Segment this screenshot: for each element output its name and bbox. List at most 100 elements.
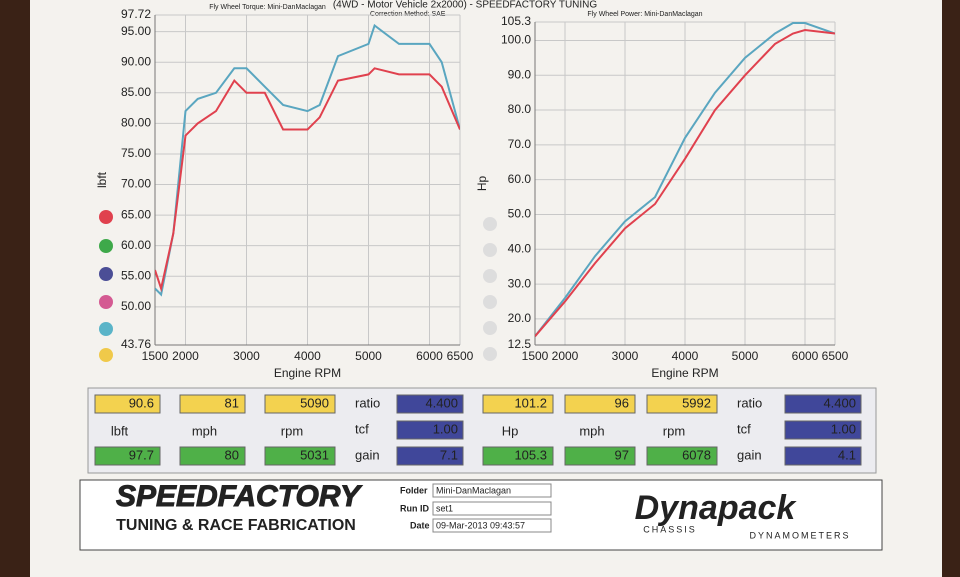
param-label: ratio <box>355 395 380 410</box>
y-tick-label: 70.0 <box>508 137 532 151</box>
folder: Mini-DanMaclagan <box>436 485 511 495</box>
y-tick-label: 60.0 <box>508 172 532 186</box>
chart-title: Fly Wheel Torque: Mini-DanMaclagan <box>209 4 326 11</box>
x-tick-label: 6500 <box>822 349 849 363</box>
series-line <box>535 28 835 337</box>
value-box <box>482 394 554 414</box>
y-tick-label: 90.0 <box>508 67 532 81</box>
param-box <box>396 446 464 466</box>
x-tick-label: 1500 <box>522 349 549 363</box>
value-box <box>564 394 636 414</box>
param-value: 4.400 <box>823 395 856 410</box>
maker-sub: DYNAMOMETERS <box>749 530 850 540</box>
y-tick-label: 43.76 <box>121 337 151 351</box>
y-tick-label: 80.0 <box>508 102 532 116</box>
header-title: (4WD - Motor Vehicle 2x2000) - SPEEDFACT… <box>333 0 598 11</box>
dot <box>99 322 113 336</box>
unit-label: mph <box>192 423 217 438</box>
max-value: 97.7 <box>129 447 154 462</box>
param-box <box>784 420 862 440</box>
y-tick-label: 85.00 <box>121 85 151 99</box>
x-tick-label: 3000 <box>233 349 260 363</box>
unit-label: lbft <box>111 423 129 438</box>
run: set1 <box>436 503 453 513</box>
value-box <box>646 446 718 466</box>
y-tick-label: 95.00 <box>121 24 151 38</box>
dot <box>99 348 113 362</box>
value-box <box>646 394 718 414</box>
max-value: 6078 <box>682 447 711 462</box>
peak-value: 5090 <box>300 395 329 410</box>
y-axis-label: Hp <box>475 176 489 192</box>
peak-value: 90.6 <box>129 395 154 410</box>
param-box <box>396 420 464 440</box>
param-value: 4.400 <box>425 395 458 410</box>
y-tick-label: 30.0 <box>508 276 532 290</box>
dot <box>99 267 113 281</box>
param-box <box>396 394 464 414</box>
date-label: Date <box>410 520 430 530</box>
param-box <box>784 446 862 466</box>
y-tick-label: 12.5 <box>508 337 532 351</box>
x-tick-label: 6000 <box>792 349 819 363</box>
x-tick-label: 6000 <box>416 349 443 363</box>
value-box <box>264 446 336 466</box>
run-label: Run ID <box>400 503 429 513</box>
x-axis-label: Engine RPM <box>651 366 718 380</box>
y-tick-label: 80.00 <box>121 116 151 130</box>
param-value: 1.00 <box>433 421 458 436</box>
max-value: 80 <box>225 447 239 462</box>
value-box <box>94 394 161 414</box>
y-tick-label: 55.00 <box>121 268 151 282</box>
peak-value: 101.2 <box>514 395 547 410</box>
param-value: 7.1 <box>440 447 458 462</box>
brand: SPEEDFACTORY <box>116 480 363 513</box>
max-value: 97 <box>615 447 629 462</box>
param-label: gain <box>737 447 762 462</box>
value-box <box>94 446 161 466</box>
y-tick-label: 20.0 <box>508 311 532 325</box>
y-tick-label: 65.00 <box>121 207 151 221</box>
y-tick-label: 60.00 <box>121 238 151 252</box>
x-axis-label: Engine RPM <box>274 366 341 380</box>
tagline: TUNING & RACE FABRICATION <box>116 517 356 534</box>
unit-label: mph <box>579 423 604 438</box>
y-tick-label: 50.00 <box>121 299 151 313</box>
y-tick-label: 75.00 <box>121 146 151 160</box>
param-label: gain <box>355 447 380 462</box>
date: 09-Mar-2013 09:43:57 <box>436 520 525 530</box>
dot <box>483 295 497 309</box>
unit-label: rpm <box>663 423 685 438</box>
y-tick-label: 50.0 <box>508 207 532 221</box>
value-box <box>179 394 246 414</box>
chart-title: Fly Wheel Power: Mini-DanMaclagan <box>587 11 702 18</box>
param-label: tcf <box>737 421 751 436</box>
peak-value: 5992 <box>682 395 711 410</box>
dot <box>483 347 497 361</box>
x-tick-label: 2000 <box>552 349 579 363</box>
series-line <box>155 23 460 297</box>
unit-label: rpm <box>281 423 303 438</box>
dot <box>99 295 113 309</box>
y-tick-label: 90.00 <box>121 54 151 68</box>
param-label: tcf <box>355 421 369 436</box>
x-tick-label: 4000 <box>672 349 699 363</box>
y-tick-label: 105.3 <box>501 14 531 28</box>
dot <box>99 239 113 253</box>
series-line <box>535 22 835 337</box>
series-line <box>155 67 460 293</box>
x-tick-label: 5000 <box>355 349 382 363</box>
x-tick-label: 4000 <box>294 349 321 363</box>
field <box>432 501 552 516</box>
maker: Dynapack <box>635 489 798 527</box>
x-tick-label: 3000 <box>612 349 639 363</box>
x-tick-label: 2000 <box>172 349 199 363</box>
param-value: 1.00 <box>831 421 856 436</box>
value-box <box>564 446 636 466</box>
folder-label: Folder <box>400 485 428 495</box>
y-tick-label: 100.0 <box>501 33 531 47</box>
unit-label: Hp <box>502 423 519 438</box>
y-axis-label: lbft <box>95 171 109 188</box>
value-box <box>264 394 336 414</box>
